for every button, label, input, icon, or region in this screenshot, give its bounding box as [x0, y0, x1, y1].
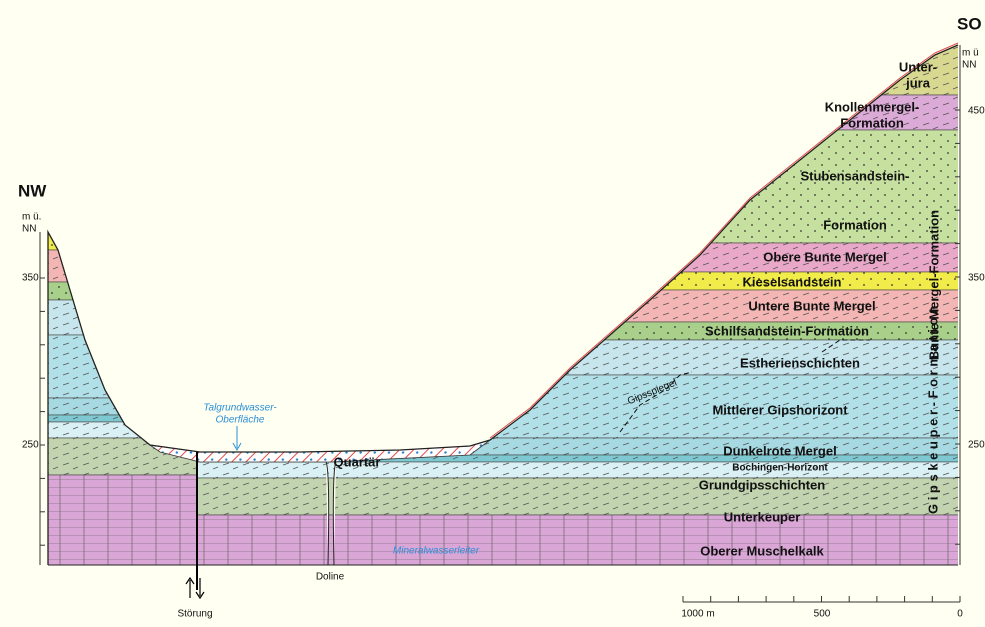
layer-label: Unterkeuper [724, 509, 801, 524]
groundwater-label: Oberfläche [216, 415, 265, 426]
so-label: SO [957, 14, 982, 33]
right-tick-label: 250 [968, 440, 985, 451]
fault-arrows [186, 578, 204, 598]
layer-label: Untere Bunte Mergel [748, 298, 875, 313]
right-tick-label: 350 [968, 273, 985, 284]
fault-label: Störung [177, 609, 212, 620]
left-tick-label: 350 [22, 273, 39, 284]
layer-label: Kieselsandstein [743, 274, 842, 289]
scale-label: 1000 m [681, 609, 714, 620]
layer-label: Stubensandstein- [800, 168, 909, 183]
layer-label: jura [905, 75, 931, 90]
layer-label: Unter- [899, 59, 937, 74]
scale-ticks [683, 596, 960, 602]
scale-label: 500 [814, 609, 831, 620]
mineral-label: Mineralwasserleiter [393, 546, 480, 557]
stratum-texture [0, 0, 985, 55]
left-unit: m ü. [22, 212, 41, 223]
layer-label: Dunkelrote Mergel [723, 443, 836, 458]
layer-label: Schilfsandstein-Formation [705, 323, 869, 338]
stratum [0, 55, 985, 90]
layer-label: Oberer Muschelkalk [700, 543, 824, 558]
left-tick-label: 250 [22, 440, 39, 451]
stratum [0, 0, 985, 95]
doline-label: Doline [316, 572, 345, 583]
left-unit: NN [22, 224, 36, 235]
layer-label: Obere Bunte Mergel [763, 249, 887, 264]
group-label: G i p s k e u p e r - F o r m a t i o n [925, 306, 940, 514]
groundwater-label: Talgrundwasser- [203, 403, 277, 414]
cross-section: NW SO m ü. NN 350 250 m ü NN 450 350 250… [0, 0, 985, 627]
strata [0, 0, 985, 627]
stratum-texture [0, 0, 985, 95]
right-unit: m ü [962, 48, 979, 59]
right-tick-label: 450 [968, 106, 985, 117]
right-unit: NN [962, 60, 976, 71]
layer-label: Formation [823, 217, 887, 232]
layer-label: Estherienschichten [740, 355, 860, 370]
stratum [0, 0, 985, 55]
layer-label: Grundgipsschichten [699, 477, 825, 492]
nw-label: NW [18, 181, 47, 200]
quaternary-label: Quartär [334, 454, 381, 469]
layer-label: Mittlerer Gipshorizont [712, 402, 848, 417]
layer-label: Bochingen-Horizont [732, 463, 828, 474]
stratum-texture [0, 55, 985, 90]
layer-label: Formation [840, 115, 904, 130]
layer-label: Knollenmergel- [825, 99, 920, 114]
scale-label: 0 [957, 609, 963, 620]
groundwater-arrow [233, 426, 241, 450]
